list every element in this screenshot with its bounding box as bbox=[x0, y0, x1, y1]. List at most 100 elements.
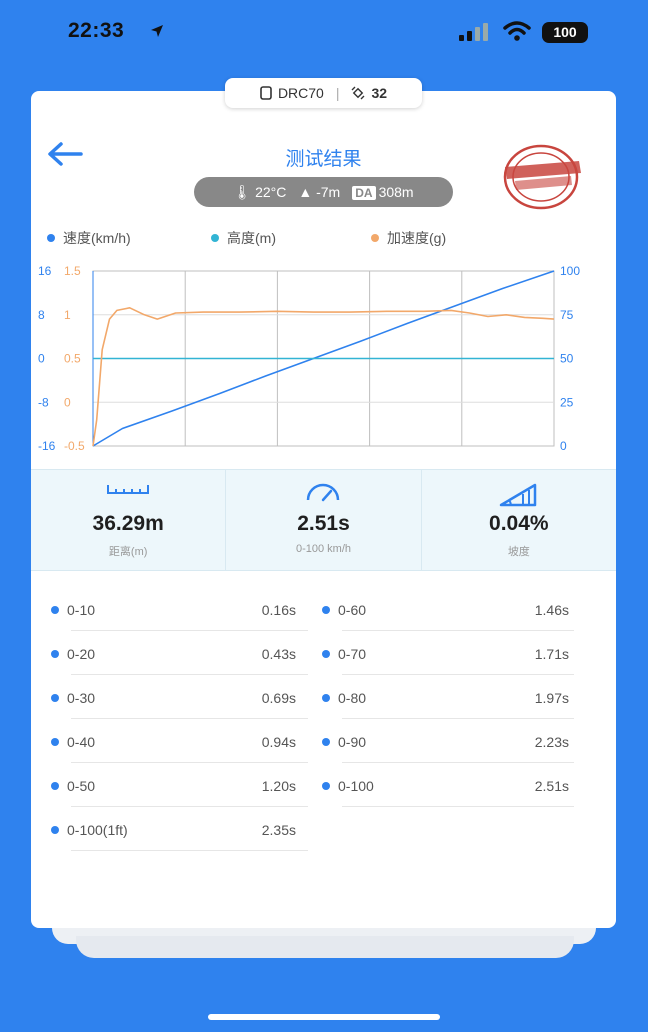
stat-time: 2.51s 0-100 km/h bbox=[226, 470, 422, 570]
split-bullet bbox=[322, 606, 330, 614]
split-time: 0.43s bbox=[261, 646, 296, 662]
acceleration-series-line bbox=[92, 306, 555, 447]
wifi-icon bbox=[503, 21, 531, 41]
split-row: 0-30 0.69s bbox=[51, 688, 296, 708]
split-label: 0-60 bbox=[338, 602, 367, 618]
legend-dot bbox=[211, 234, 219, 242]
thermometer-icon: 🌡 bbox=[233, 183, 252, 200]
status-time: 22:33 bbox=[68, 19, 125, 42]
page-title: 测试结果 bbox=[285, 149, 362, 170]
split-row: 0-20 0.43s bbox=[51, 644, 296, 664]
split-bullet bbox=[51, 650, 59, 658]
back-arrow-icon[interactable] bbox=[45, 139, 85, 169]
battery-indicator: 100 bbox=[542, 22, 588, 43]
device-pill[interactable]: DRC70 | 32 bbox=[225, 78, 422, 108]
accel-tick-label: 0 bbox=[64, 395, 71, 409]
split-label: 0-30 bbox=[67, 690, 96, 706]
mountain-icon: ▲ bbox=[298, 184, 313, 200]
temperature-readout: 🌡 22°C bbox=[233, 184, 286, 201]
split-label: 0-20 bbox=[67, 646, 96, 662]
legend-dot bbox=[47, 234, 55, 242]
slope-label: 坡度 bbox=[507, 546, 530, 558]
slope-value: 0.04% bbox=[489, 512, 549, 535]
performance-chart: 16 8 0 -8 -16 1.5 1 0.5 0 -0.5 100 75 50 25 0 bbox=[38, 264, 580, 453]
split-bullet bbox=[322, 782, 330, 790]
height-tick-label: 8 bbox=[38, 308, 45, 322]
split-bullet bbox=[51, 738, 59, 746]
split-divider bbox=[342, 718, 574, 719]
split-row: 0-80 1.97s bbox=[322, 688, 569, 708]
cellular-signal-icon bbox=[459, 23, 488, 41]
accel-tick-label: 1 bbox=[64, 308, 71, 322]
accel-tick-label: 1.5 bbox=[64, 264, 81, 278]
temperature-value: 22°C bbox=[255, 183, 287, 200]
divider: | bbox=[335, 85, 340, 101]
split-row: 0-50 1.20s bbox=[51, 776, 296, 796]
split-divider bbox=[71, 806, 308, 807]
distance-label: 距离(m) bbox=[108, 546, 148, 558]
split-time: 2.35s bbox=[261, 822, 296, 838]
split-time: 1.20s bbox=[261, 778, 296, 794]
split-time: 0.94s bbox=[261, 734, 296, 750]
slope-icon bbox=[499, 483, 537, 507]
time-value: 2.51s bbox=[297, 512, 350, 535]
satellite-icon bbox=[351, 86, 365, 100]
ruler-icon bbox=[107, 485, 150, 494]
legend-acceleration[interactable]: 加速度(g) bbox=[371, 228, 446, 248]
time-label: 0-100 km/h bbox=[295, 543, 351, 555]
split-time: 1.71s bbox=[534, 646, 569, 662]
home-indicator[interactable] bbox=[208, 1014, 440, 1020]
device-icon bbox=[260, 86, 272, 100]
density-altitude-readout: DA 308m bbox=[352, 184, 414, 200]
split-time: 1.46s bbox=[534, 602, 569, 618]
split-time: 2.23s bbox=[534, 734, 569, 750]
certification-stamp-icon bbox=[503, 144, 581, 210]
stat-slope: 0.04% 坡度 bbox=[422, 470, 616, 570]
conditions-bar: 🌡 22°C ▲ -7m DA 308m bbox=[194, 177, 453, 207]
split-divider bbox=[71, 762, 308, 763]
split-divider bbox=[71, 718, 308, 719]
legend-label: 速度(km/h) bbox=[63, 230, 131, 246]
split-divider bbox=[71, 630, 308, 631]
split-divider bbox=[71, 674, 308, 675]
split-label: 0-80 bbox=[338, 690, 367, 706]
split-divider bbox=[342, 630, 574, 631]
split-row: 0-100 2.51s bbox=[322, 776, 569, 796]
split-bullet bbox=[51, 782, 59, 790]
height-tick-label: -16 bbox=[38, 439, 56, 453]
split-time: 1.97s bbox=[534, 690, 569, 706]
speed-tick-label: 25 bbox=[560, 395, 574, 409]
da-badge: DA bbox=[352, 186, 376, 200]
distance-value: 36.29m bbox=[92, 512, 164, 535]
split-divider bbox=[342, 806, 574, 807]
split-row: 0-60 1.46s bbox=[322, 600, 569, 620]
legend-speed[interactable]: 速度(km/h) bbox=[47, 228, 131, 248]
legend-label: 加速度(g) bbox=[387, 230, 447, 246]
split-label: 0-100 bbox=[338, 778, 374, 794]
split-row: 0-90 2.23s bbox=[322, 732, 569, 752]
legend-height[interactable]: 高度(m) bbox=[211, 228, 276, 248]
split-time: 2.51s bbox=[534, 778, 569, 794]
height-tick-label: -8 bbox=[38, 395, 49, 409]
split-divider bbox=[342, 674, 574, 675]
split-label: 0-70 bbox=[338, 646, 367, 662]
legend-label: 高度(m) bbox=[227, 230, 276, 246]
split-bullet bbox=[322, 650, 330, 658]
split-bullet bbox=[51, 826, 59, 834]
result-card: 测试结果 🌡 22°C ▲ -7m DA 308m 速度(km/h) 高度(m) … bbox=[31, 91, 616, 928]
split-bullet bbox=[322, 694, 330, 702]
split-label: 0-40 bbox=[67, 734, 96, 750]
device-name: DRC70 bbox=[277, 85, 324, 101]
chart-legend: 速度(km/h) 高度(m) 加速度(g) bbox=[31, 228, 616, 248]
split-time: 0.69s bbox=[261, 690, 296, 706]
altitude-readout: ▲ -7m bbox=[298, 184, 340, 200]
split-row: 0-10 0.16s bbox=[51, 600, 296, 620]
split-divider bbox=[71, 850, 308, 851]
stat-distance: 36.29m 距离(m) bbox=[31, 470, 227, 570]
split-row: 0-40 0.94s bbox=[51, 732, 296, 752]
summary-stats: 36.29m 距离(m) 2.51s 0-100 km/h 0.04% 坡度 bbox=[31, 469, 616, 571]
split-divider bbox=[342, 762, 574, 763]
altitude-value: -7m bbox=[316, 184, 341, 200]
speed-tick-label: 0 bbox=[560, 439, 567, 453]
split-bullet bbox=[322, 738, 330, 746]
